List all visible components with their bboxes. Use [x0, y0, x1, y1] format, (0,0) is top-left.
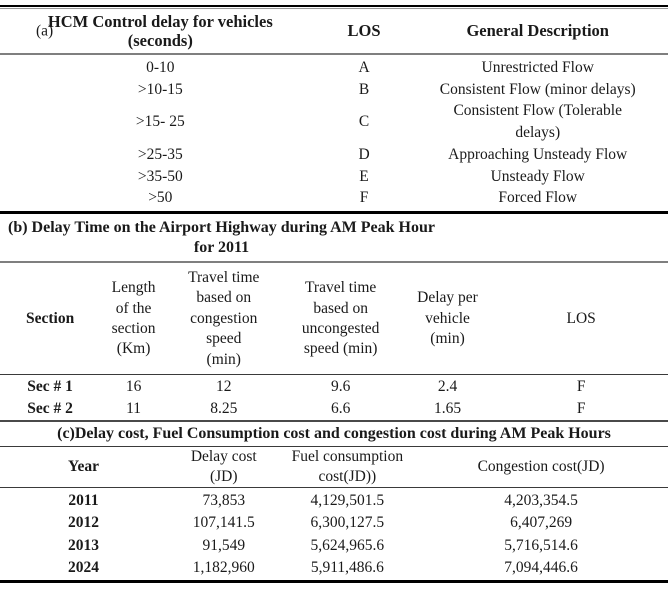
cell-congestion-cost: 6,407,269: [510, 514, 573, 532]
cell-description: Consistent Flow (Tolerable delays): [453, 102, 622, 142]
table-row: 0-10 A Unrestricted Flow: [0, 54, 668, 79]
table-a-header-description: General Description: [407, 9, 668, 55]
cell-description: Unrestricted Flow: [481, 59, 594, 76]
table-row: Sec # 1 16 12 9.6 2.4 F: [0, 374, 668, 398]
table-c-header-fuel-cost: Fuel consumption cost(JD)): [280, 446, 415, 488]
cell-uncongested-time: 6.6: [330, 399, 351, 417]
cell-los: A: [358, 59, 370, 76]
cell-fuel-cost: 5,911,486.6: [310, 558, 384, 576]
cell-delay: >50: [148, 189, 173, 207]
table-row: >50 F Forced Flow: [0, 187, 668, 211]
table-c-header-year: Year: [0, 446, 167, 488]
cell-los: F: [576, 399, 586, 417]
table-row: >10-15 B Consistent Flow (minor delays): [0, 79, 668, 101]
cell-delay-cost: 91,549: [202, 536, 246, 554]
cell-section: Sec # 1: [27, 377, 73, 395]
table-c-costs: Year Delay cost (JD) Fuel consumption co…: [0, 446, 668, 580]
cell-delay: >35-50: [137, 167, 183, 185]
cell-delay: >10-15: [137, 80, 183, 98]
table-c-header-congestion-cost: Congestion cost(JD): [414, 446, 668, 488]
bottom-rule: [0, 580, 668, 584]
cell-length: 16: [125, 377, 142, 395]
cell-delay-cost: 107,141.5: [192, 514, 255, 532]
table-b-header-length: Length of the section (Km): [100, 262, 167, 375]
table-row: 2012 107,141.5 6,300,127.5 6,407,269: [0, 512, 668, 534]
cell-year: 2013: [68, 536, 99, 554]
table-a-label: (a): [36, 22, 54, 40]
cell-description: Approaching Unsteady Flow: [448, 145, 628, 163]
cell-los: B: [358, 80, 370, 98]
table-row: >15- 25 C Consistent Flow (Tolerable del…: [0, 100, 668, 143]
cell-los: E: [359, 167, 369, 185]
cell-delay: >15- 25: [135, 113, 185, 131]
cell-year: 2024: [68, 558, 99, 576]
table-c-title-rule: [0, 445, 668, 447]
cell-fuel-cost: 6,300,127.5: [310, 514, 385, 532]
cell-fuel-cost: 4,129,501.5: [310, 491, 385, 509]
cell-los: F: [359, 189, 369, 207]
top-rule: [0, 5, 668, 9]
table-b-header-congested-time: Travel time based on congestion speed (m…: [166, 262, 281, 375]
cell-description: Unsteady Flow: [490, 167, 585, 185]
cell-congestion-cost: 7,094,446.6: [504, 558, 578, 576]
table-b-title-rule: [0, 260, 668, 263]
cell-description: Consistent Flow (minor delays): [439, 80, 636, 98]
table-b-header-delay-per-vehicle: Delay per vehicle (min): [400, 262, 495, 375]
table-c-header-row: Year Delay cost (JD) Fuel consumption co…: [0, 446, 668, 488]
cell-fuel-cost: 5,624,965.6: [310, 536, 385, 554]
table-a-header-los: LOS: [320, 9, 408, 55]
table-a-header-delay-text: HCM Control delay for vehicles (seconds): [47, 11, 273, 51]
table-b-delay-time: Section Length of the section (Km) Trave…: [0, 262, 668, 420]
table-row: Sec # 2 11 8.25 6.6 1.65 F: [0, 398, 668, 420]
table-row: 2024 1,182,960 5,911,486.6 7,094,446.6: [0, 557, 668, 580]
section-divider-rule: [0, 210, 668, 214]
cell-delay-per-vehicle: 2.4: [437, 377, 458, 395]
cell-year: 2011: [68, 491, 99, 509]
table-b-header-los: LOS: [494, 262, 668, 375]
table-row: >25-35 D Approaching Unsteady Flow: [0, 144, 668, 166]
cell-los: C: [358, 113, 370, 131]
cell-congested-time: 12: [216, 377, 232, 395]
cell-delay-cost: 1,182,960: [192, 558, 255, 576]
table-b-title-line2: for 2011: [193, 239, 250, 257]
cell-los: D: [358, 145, 370, 163]
table-b-bottom-rule: [0, 419, 668, 422]
cell-length: 11: [126, 399, 142, 417]
cell-description: Forced Flow: [498, 189, 578, 207]
table-row: >35-50 E Unsteady Flow: [0, 166, 668, 188]
cell-congestion-cost: 5,716,514.6: [504, 536, 578, 554]
table-b-header-row: Section Length of the section (Km) Trave…: [0, 262, 668, 375]
cell-section: Sec # 2: [27, 399, 73, 417]
table-row: 2013 91,549 5,624,965.6 5,716,514.6: [0, 535, 668, 557]
table-b-header-section: Section: [0, 262, 101, 375]
cell-delay-per-vehicle: 1.65: [433, 399, 462, 417]
table-a-header-delay: (a) HCM Control delay for vehicles (seco…: [0, 9, 321, 55]
table-row: 2011 73,853 4,129,501.5 4,203,354.5: [0, 487, 668, 512]
table-b-title-line1: (b) Delay Time on the Airport Highway du…: [8, 218, 435, 236]
table-b-title: (b) Delay Time on the Airport Highway du…: [8, 218, 435, 259]
cell-delay: 0-10: [146, 59, 175, 76]
cell-delay: >25-35: [137, 145, 183, 163]
cell-congested-time: 8.25: [210, 399, 238, 417]
table-a-header-row: (a) HCM Control delay for vehicles (seco…: [0, 9, 668, 55]
table-b-header-uncongested-time: Travel time based on uncongested speed (…: [280, 262, 401, 375]
cell-year: 2012: [68, 514, 99, 532]
cell-delay-cost: 73,853: [202, 491, 246, 509]
cell-congestion-cost: 4,203,354.5: [504, 491, 578, 509]
table-c-header-delay-cost: Delay cost (JD): [167, 446, 281, 488]
cell-los: F: [576, 377, 586, 395]
cell-uncongested-time: 9.6: [330, 377, 351, 395]
table-c-title: (c)Delay cost, Fuel Consumption cost and…: [57, 424, 611, 442]
table-a-los-criteria: (a) HCM Control delay for vehicles (seco…: [0, 9, 668, 211]
